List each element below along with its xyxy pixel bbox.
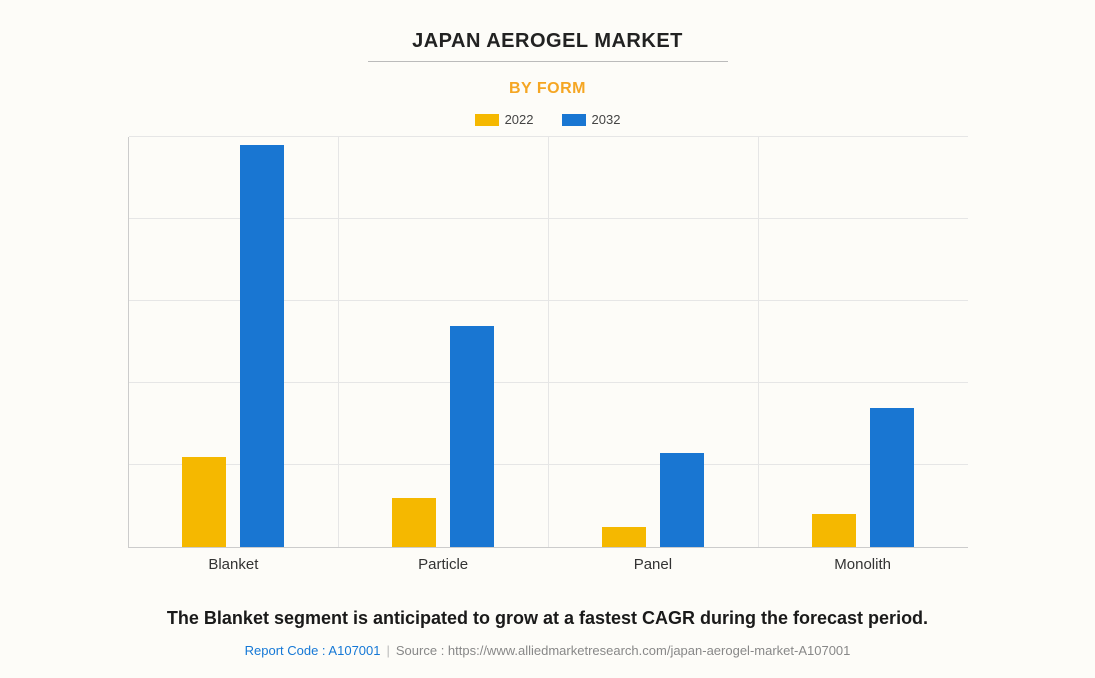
- category-group: Blanket: [129, 137, 339, 547]
- x-axis-label: Blanket: [129, 556, 339, 573]
- bar-2032: [660, 453, 704, 547]
- bar-2022: [602, 527, 646, 548]
- bar-2032: [450, 326, 494, 547]
- bar-2022: [392, 498, 436, 547]
- legend-item-2032: 2032: [562, 112, 621, 127]
- report-code: Report Code : A107001: [245, 643, 381, 658]
- chart-title: JAPAN AEROGEL MARKET: [368, 30, 728, 62]
- legend-label-2032: 2032: [592, 112, 621, 127]
- legend-swatch-2022: [475, 114, 499, 126]
- chart: BlanketParticlePanelMonolith: [108, 137, 988, 578]
- footer-separator: |: [387, 643, 390, 658]
- plot-area: BlanketParticlePanelMonolith: [128, 137, 968, 548]
- x-axis-label: Monolith: [758, 556, 968, 573]
- legend-label-2022: 2022: [505, 112, 534, 127]
- chart-caption: The Blanket segment is anticipated to gr…: [167, 608, 928, 629]
- legend: 2022 2032: [475, 112, 621, 127]
- legend-swatch-2032: [562, 114, 586, 126]
- source-label: Source : https://www.alliedmarketresearc…: [396, 643, 851, 658]
- bar-2032: [240, 145, 284, 547]
- category-group: Monolith: [758, 137, 968, 547]
- category-group: Particle: [338, 137, 548, 547]
- bar-2022: [812, 514, 856, 547]
- bar-2022: [182, 457, 226, 547]
- category-group: Panel: [548, 137, 758, 547]
- bar-2032: [870, 408, 914, 547]
- x-axis-label: Particle: [338, 556, 548, 573]
- x-axis-label: Panel: [548, 556, 758, 573]
- chart-subtitle: BY FORM: [509, 80, 586, 98]
- footer: Report Code : A107001 | Source : https:/…: [245, 643, 851, 658]
- legend-item-2022: 2022: [475, 112, 534, 127]
